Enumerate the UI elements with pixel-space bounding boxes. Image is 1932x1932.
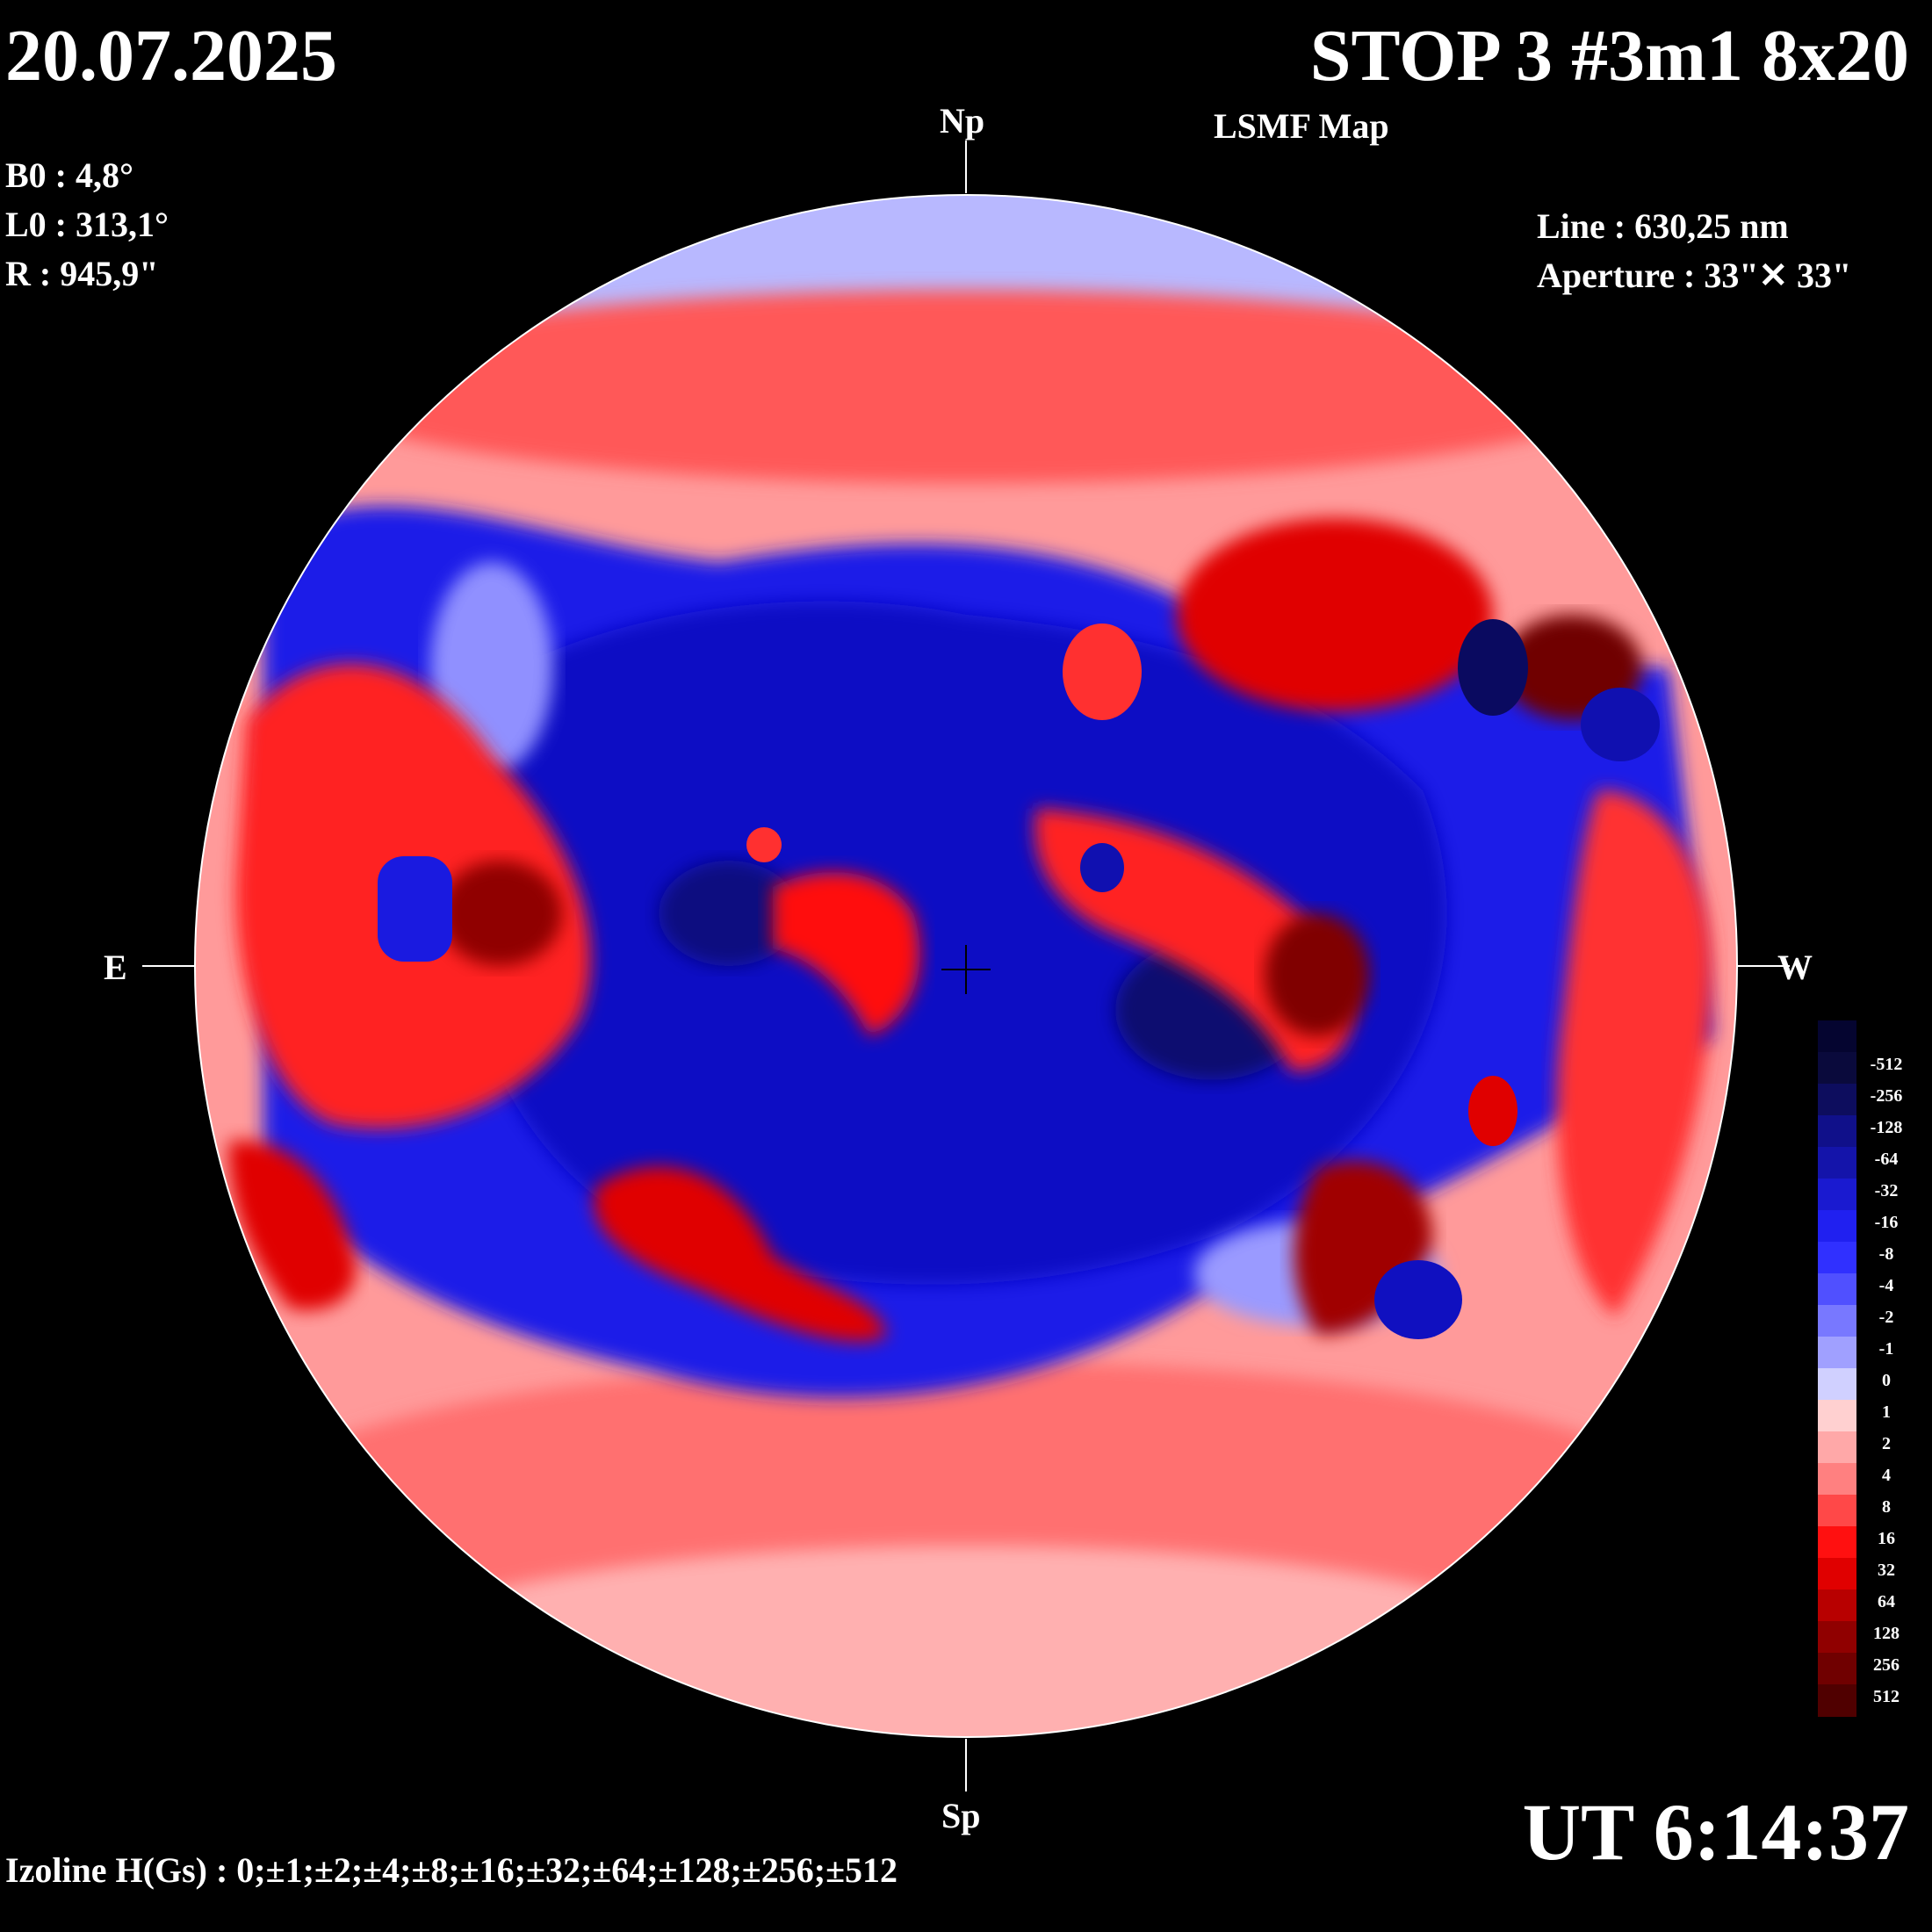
color-scale-swatch [1818, 1337, 1856, 1369]
color-scale-label: -64 [1874, 1150, 1899, 1169]
observation-time: UT 6:14:37 [1522, 1787, 1909, 1877]
color-scale-swatch [1818, 1558, 1856, 1590]
color-scale-label: 2 [1882, 1434, 1891, 1453]
color-scale-swatch [1818, 1653, 1856, 1685]
color-scale-label: -16 [1874, 1213, 1899, 1232]
color-scale-label: 256 [1873, 1655, 1900, 1675]
color-scale-swatch [1818, 1305, 1856, 1337]
param-r: R : 945,9" [5, 254, 159, 293]
axis-ticks [142, 141, 1790, 1791]
color-scale-label: -4 [1878, 1276, 1894, 1295]
solar-disk [194, 194, 1738, 1738]
color-scale-label: -256 [1870, 1086, 1903, 1106]
color-scale-swatch [1818, 1084, 1856, 1116]
color-scale-swatch [1818, 1147, 1856, 1179]
color-scale-label: 64 [1878, 1592, 1895, 1611]
color-scale-label: 16 [1878, 1529, 1895, 1548]
color-scale-bar [1818, 1020, 1856, 1717]
color-scale-swatch [1818, 1495, 1856, 1527]
color-scale-label: 512 [1873, 1687, 1900, 1706]
color-scale-swatch [1818, 1242, 1856, 1274]
direction-west-label: W [1777, 948, 1813, 987]
color-scale-label: -1 [1878, 1339, 1894, 1359]
observation-date: 20.07.2025 [5, 15, 337, 97]
color-scale-swatch [1818, 1431, 1856, 1464]
param-b0: B0 : 4,8° [5, 155, 133, 195]
izoline-legend: Izoline H(Gs) : 0;±1;±2;±4;±8;±16;±32;±6… [5, 1850, 898, 1890]
color-scale-label: -2 [1878, 1308, 1894, 1327]
direction-east-label: E [104, 948, 127, 987]
color-scale-swatch [1818, 1273, 1856, 1306]
color-scale-swatch [1818, 1179, 1856, 1211]
color-scale-swatch [1818, 1684, 1856, 1717]
color-scale-label: 32 [1878, 1561, 1895, 1580]
color-scale-label: 1 [1882, 1402, 1891, 1422]
direction-north-label: Np [940, 101, 985, 141]
color-scale-swatch [1818, 1052, 1856, 1085]
color-scale-label: 8 [1882, 1497, 1891, 1517]
spectral-line: Line : 630,25 nm [1537, 206, 1789, 246]
color-scale-swatch [1818, 1463, 1856, 1496]
color-scale-swatch [1818, 1526, 1856, 1559]
color-scale-swatch [1818, 1210, 1856, 1243]
param-l0: L0 : 313,1° [5, 205, 169, 244]
color-scale-cap [1818, 1020, 1856, 1052]
color-scale-label: -32 [1874, 1181, 1899, 1200]
color-scale-swatch [1818, 1368, 1856, 1401]
color-scale-label: -512 [1870, 1055, 1903, 1074]
color-scale-label: 128 [1873, 1624, 1900, 1643]
color-scale-label: 4 [1882, 1466, 1891, 1485]
color-scale-label: 0 [1882, 1371, 1891, 1390]
color-scale-label: -8 [1878, 1244, 1894, 1264]
map-title: STOP 3 #3m1 8x20 [1309, 15, 1909, 97]
map-subtitle: LSMF Map [1214, 106, 1389, 146]
aperture: Aperture : 33"✕ 33" [1537, 256, 1852, 295]
color-scale-swatch [1818, 1621, 1856, 1654]
disk-center-crosshair [941, 945, 991, 994]
direction-south-label: Sp [941, 1796, 981, 1835]
color-scale-swatch [1818, 1400, 1856, 1432]
color-scale-swatch [1818, 1115, 1856, 1148]
color-scale-swatch [1818, 1590, 1856, 1622]
color-scale-label: -128 [1870, 1118, 1903, 1137]
